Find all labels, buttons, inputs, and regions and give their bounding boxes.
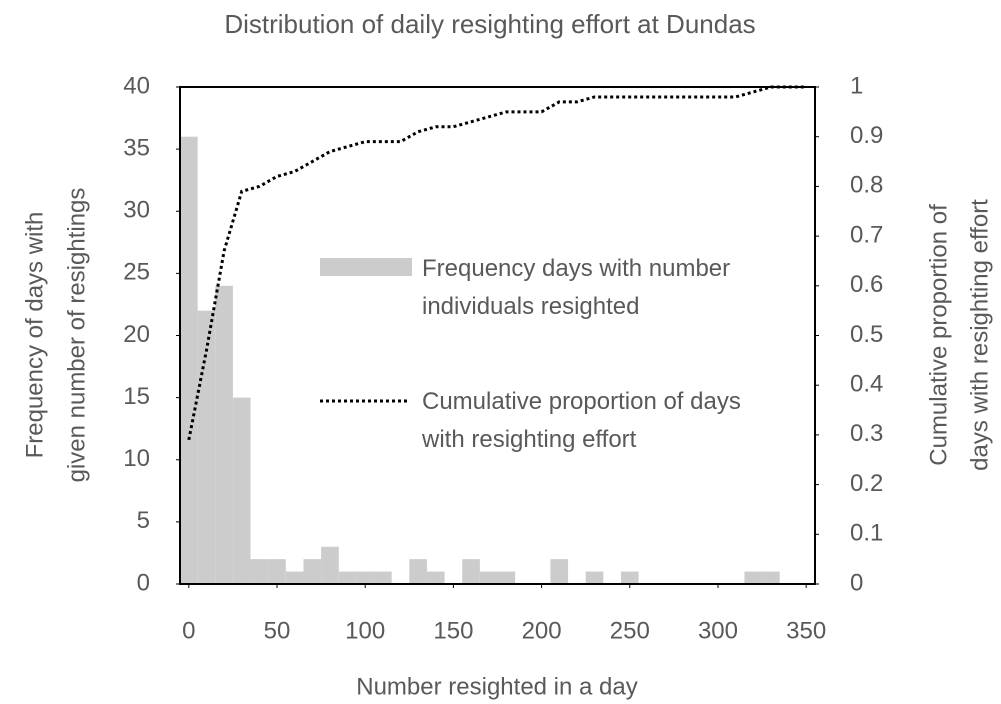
x-tick-label: 250 — [610, 617, 650, 644]
y2-tick-label: 0.4 — [850, 371, 883, 398]
y-tick-label: 0 — [137, 569, 150, 596]
bar — [462, 559, 480, 584]
y2-tick-label: 0.9 — [850, 122, 883, 149]
bar — [550, 559, 569, 584]
y2-tick-label: 0.7 — [850, 221, 883, 248]
bar — [303, 559, 322, 584]
bar — [197, 310, 216, 584]
y-tick-label: 15 — [123, 383, 150, 410]
bar — [356, 571, 375, 584]
bar — [250, 559, 269, 584]
bar — [762, 571, 780, 584]
bar — [232, 397, 251, 584]
bar — [215, 285, 233, 584]
chart-title: Distribution of daily resighting effort … — [224, 9, 755, 39]
bar — [620, 571, 639, 584]
y2-tick-label: 1 — [850, 72, 863, 99]
x-tick-label: 150 — [433, 617, 473, 644]
y2-tick-label: 0.2 — [850, 470, 883, 497]
bar — [338, 571, 357, 584]
y-tick-label: 5 — [137, 507, 150, 534]
y-axis-label: given number of resightings — [63, 188, 90, 483]
y2-tick-label: 0.1 — [850, 520, 883, 547]
y-tick-label: 25 — [123, 259, 150, 286]
legend-swatch — [320, 258, 412, 276]
y-tick-label: 40 — [123, 72, 150, 99]
y2-axis-label: Cumulative proportion of — [925, 204, 952, 466]
y-axis-label: Frequency of days with — [21, 212, 48, 459]
y-tick-label: 30 — [123, 197, 150, 224]
y2-axis-label: days with resighting effort — [966, 199, 993, 471]
y-tick-label: 10 — [123, 445, 150, 472]
y2-tick-label: 0.8 — [850, 172, 883, 199]
legend-label: Cumulative proportion of days with resig… — [422, 388, 741, 453]
bar — [180, 136, 198, 584]
bar — [426, 571, 445, 584]
y-tick-label: 35 — [123, 134, 150, 161]
bar — [585, 571, 604, 584]
y2-tick-label: 0.3 — [850, 420, 883, 447]
bar — [744, 571, 763, 584]
x-tick-label: 100 — [345, 617, 385, 644]
y2-tick-label: 0 — [850, 569, 863, 596]
y2-tick-label: 0.5 — [850, 321, 883, 348]
x-tick-label: 0 — [182, 617, 195, 644]
x-tick-label: 50 — [264, 617, 291, 644]
x-tick-label: 300 — [698, 617, 738, 644]
x-tick-label: 350 — [786, 617, 826, 644]
bar — [321, 546, 339, 584]
bar — [409, 559, 427, 584]
y2-tick-label: 0.6 — [850, 271, 883, 298]
bar — [479, 571, 498, 584]
x-tick-label: 200 — [522, 617, 562, 644]
plot-frame — [179, 86, 816, 585]
bar — [497, 571, 516, 584]
x-axis-label: Number resighted in a day — [356, 673, 637, 700]
cumulative-line — [187, 85, 807, 441]
bar — [374, 571, 392, 584]
bar — [285, 571, 304, 584]
legend-label: Frequency days with number individuals r… — [422, 255, 731, 320]
y-tick-label: 20 — [123, 321, 150, 348]
bar — [268, 559, 286, 584]
